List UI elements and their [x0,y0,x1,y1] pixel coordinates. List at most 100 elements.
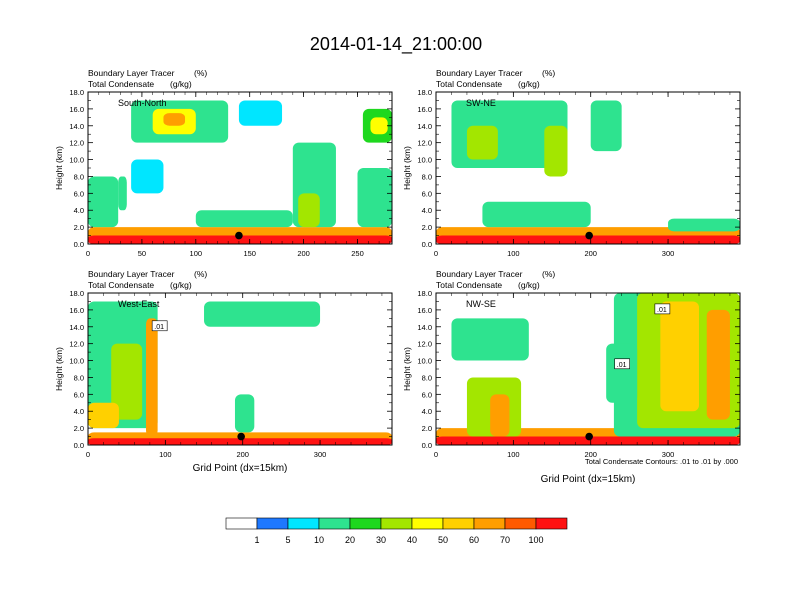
tracer-field [436,293,740,445]
right-string-2: (g/kg) [170,79,192,89]
tracer-region [544,125,568,177]
x-tick-label: 0 [86,450,90,459]
colorbar-label: 60 [469,535,479,545]
y-tick-label: 12.0 [417,139,432,148]
contour-label: .01 [154,324,164,331]
x-tick-label: 200 [297,249,310,258]
colorbar-label: 5 [285,535,290,545]
x-tick-label: 0 [434,450,438,459]
tracer-region [606,343,638,403]
colorbar-label: 20 [345,535,355,545]
colorbar-swatch [442,517,475,530]
location-marker [585,432,593,441]
y-tick-label: 6.0 [422,390,432,399]
x-tick-label: 200 [584,450,597,459]
y-tick-label: 18.0 [417,289,432,298]
y-tick-label: 18.0 [69,289,84,298]
figure-title: 2014-01-14_21:00:00 [310,34,482,55]
right-string-2: (g/kg) [518,79,540,89]
contour-label-box [654,303,671,315]
y-tick-label: 8.0 [74,172,84,181]
y-tick-label: 8.0 [422,373,432,382]
y-tick-label: 6.0 [74,390,84,399]
y-tick-label: 6.0 [74,189,84,198]
right-string-1: (%) [542,68,555,78]
y-tick-label: 18.0 [69,88,84,97]
y-tick-label: 14.0 [417,323,432,332]
y-tick-label: 18.0 [417,88,432,97]
x-tick-label: 100 [190,249,203,258]
colorbar-swatch [504,517,537,530]
y-tick-label: 14.0 [417,122,432,131]
y-axis-label: Height (km) [54,146,64,190]
x-tick-label: 300 [314,450,327,459]
x-tick-label: 100 [159,450,172,459]
tracer-region [204,301,321,327]
panel-2: 0.0 2.0 4.0 6.0 8.0 10.0 12.0 14.0 16.0 18.0 0 100 2… [402,68,741,258]
x-tick-label: 50 [138,249,146,258]
location-marker [237,432,245,441]
tracer-region [436,436,740,445]
y-tick-label: 8.0 [74,373,84,382]
x-tick-label: 200 [236,450,249,459]
x-tick-label: 250 [351,249,364,258]
colorbar-swatch [318,517,351,530]
left-string-1: Boundary Layer Tracer [436,68,523,78]
colorbar-label: 40 [407,535,417,545]
right-string-1: (%) [194,269,207,279]
y-tick-label: 12.0 [69,340,84,349]
tracer-region [234,394,255,433]
y-axis-label: Height (km) [54,347,64,391]
tracer-region [88,438,392,445]
panel-1: 0.0 2.0 4.0 6.0 8.0 10.0 12.0 14.0 16.0 18.0 0 50 10… [54,68,393,258]
contour-label-box [151,320,168,332]
colorbar-swatch [380,517,413,530]
tracer-region [706,309,730,420]
right-string-2: (g/kg) [518,280,540,290]
y-axis-label: Height (km) [402,146,412,190]
y-tick-label: 6.0 [422,189,432,198]
left-string-2: Total Condensate [88,79,154,89]
panels: 0.0 2.0 4.0 6.0 8.0 10.0 12.0 14.0 16.0 18.0 0 50 10… [54,68,741,485]
colorbar-swatch [349,517,382,530]
colorbar: 1 5 10 20 30 40 50 60 70 100 [225,517,568,545]
tracer-region [436,235,740,244]
y-tick-label: 16.0 [69,306,84,315]
x-tick-label: 200 [584,249,597,258]
y-tick-label: 0.0 [74,441,84,450]
y-tick-label: 10.0 [69,357,84,366]
left-string-1: Boundary Layer Tracer [88,269,175,279]
panel-label: NW-SE [466,299,496,309]
colorbar-label: 70 [500,535,510,545]
panel-3: .01 0.0 2.0 4.0 6.0 8.0 10.0 12.0 14.0 16.0 18.0 0 1… [54,269,393,474]
tracer-region [370,117,388,135]
colorbar-label: 50 [438,535,448,545]
tracer-field [88,301,392,445]
y-tick-label: 4.0 [422,206,432,215]
colorbar-swatch [287,517,320,530]
x-tick-label: 300 [662,249,675,258]
right-string-1: (%) [194,68,207,78]
y-tick-label: 8.0 [422,172,432,181]
left-string-2: Total Condensate [436,280,502,290]
y-tick-label: 4.0 [422,407,432,416]
colorbar-swatch [535,517,568,530]
tracer-region [88,235,392,244]
x-axis-label: Grid Point (dx=15km) [193,463,288,474]
location-marker [235,231,243,240]
x-tick-label: 0 [86,249,90,258]
tracer-region [88,402,119,429]
colorbar-label: 1 [254,535,259,545]
tracer-region [482,201,591,228]
y-tick-label: 0.0 [422,441,432,450]
right-string-1: (%) [542,269,555,279]
x-tick-label: 150 [243,249,256,258]
left-string-1: Boundary Layer Tracer [88,68,175,78]
y-tick-label: 14.0 [69,122,84,131]
tracer-region [451,318,529,361]
colorbar-swatch [225,517,258,530]
tracer-region [490,394,510,437]
tracer-region [146,318,158,437]
y-tick-label: 12.0 [69,139,84,148]
